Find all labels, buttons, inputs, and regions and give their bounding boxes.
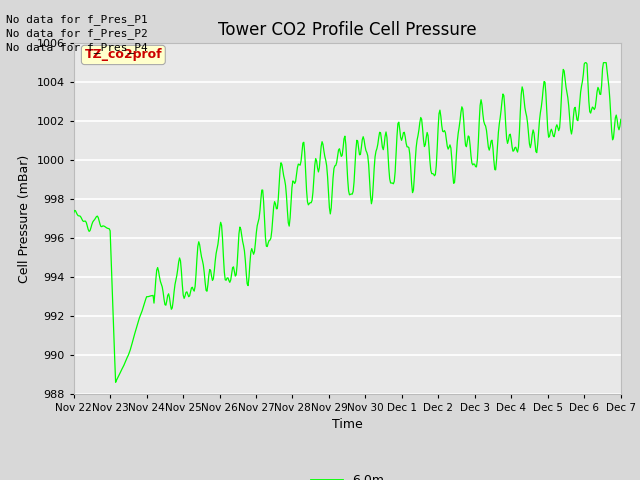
- Y-axis label: Cell Pressure (mBar): Cell Pressure (mBar): [18, 154, 31, 283]
- Title: Tower CO2 Profile Cell Pressure: Tower CO2 Profile Cell Pressure: [218, 21, 477, 39]
- Text: No data for f_Pres_P4: No data for f_Pres_P4: [6, 42, 148, 53]
- X-axis label: Time: Time: [332, 418, 363, 431]
- Legend: 6.0m: 6.0m: [305, 469, 389, 480]
- Text: TZ_co2prof: TZ_co2prof: [84, 48, 162, 61]
- Text: No data for f_Pres_P1: No data for f_Pres_P1: [6, 13, 148, 24]
- Text: No data for f_Pres_P2: No data for f_Pres_P2: [6, 28, 148, 39]
